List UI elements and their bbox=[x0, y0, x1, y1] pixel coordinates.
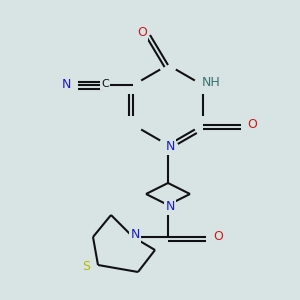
Text: O: O bbox=[137, 26, 147, 40]
Text: N: N bbox=[165, 140, 175, 154]
Text: N: N bbox=[62, 79, 71, 92]
Text: N: N bbox=[165, 200, 175, 214]
Text: NH: NH bbox=[201, 76, 220, 89]
Text: S: S bbox=[82, 260, 90, 274]
Text: O: O bbox=[213, 230, 223, 244]
Text: C: C bbox=[101, 79, 109, 89]
Text: O: O bbox=[248, 118, 258, 131]
Text: N: N bbox=[130, 229, 140, 242]
